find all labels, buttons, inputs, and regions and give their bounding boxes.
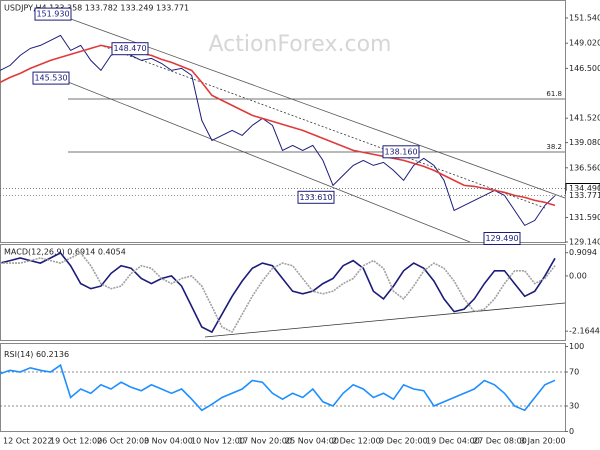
annotation-label: 129.490 xyxy=(485,234,518,243)
macd-panel xyxy=(0,244,566,341)
x-tick-label: 17 Nov 20:00 xyxy=(238,437,292,446)
annotation-label: 148.470 xyxy=(113,44,146,53)
y-tick-label: 0.9094 xyxy=(569,248,597,257)
y-tick-label: 70 xyxy=(569,368,579,377)
channel-middle xyxy=(99,44,546,209)
y-tick-label: 141.520 xyxy=(569,114,600,123)
x-tick-label: 25 Nov 04:00 xyxy=(285,437,339,446)
price-label: 134.490 xyxy=(569,184,600,193)
price-panel xyxy=(0,0,566,243)
price-label: 133.771 xyxy=(569,191,600,200)
y-tick-label: -2.1644 xyxy=(569,327,600,336)
channel-lower xyxy=(67,81,471,243)
fib-label: 38.2 xyxy=(546,143,562,151)
y-tick-label: 136.560 xyxy=(569,163,600,172)
y-tick-label: 0.00 xyxy=(569,271,587,280)
x-tick-label: 3 Jan 20:00 xyxy=(520,437,566,446)
y-tick-label: 149.020 xyxy=(569,39,600,48)
x-tick-label: 3 Nov 04:00 xyxy=(144,437,193,446)
channel-upper xyxy=(67,17,566,199)
price-box xyxy=(566,190,600,201)
y-tick-label: 146.500 xyxy=(569,64,600,73)
x-tick-label: 2 Dec 12:00 xyxy=(332,437,381,446)
annotation-box xyxy=(382,145,420,159)
series-line xyxy=(0,44,556,207)
x-tick-label: 9 Dec 20:00 xyxy=(379,437,428,446)
x-tick-label: 10 Nov 12:00 xyxy=(191,437,245,446)
x-tick-label: 27 Dec 08:00 xyxy=(473,437,527,446)
annotation-label: 145.530 xyxy=(34,74,67,83)
x-tick-label: 26 Oct 20:00 xyxy=(97,437,149,446)
annotation-box xyxy=(483,232,521,245)
panel-title: MACD(12,26,9) 0.6914 0.4054 xyxy=(4,248,126,257)
y-tick-label: 151.540 xyxy=(569,14,600,23)
series-line xyxy=(0,251,556,334)
annotation-label: 133.610 xyxy=(299,193,332,202)
watermark: ActionForex.com xyxy=(209,32,392,57)
y-tick-label: 131.590 xyxy=(569,213,600,222)
annotation-label: 151.930 xyxy=(36,10,69,19)
annotation-label: 138.160 xyxy=(384,147,417,156)
annotation-box xyxy=(297,190,335,204)
x-tick-label: 19 Dec 04:00 xyxy=(426,437,480,446)
y-tick-label: 100 xyxy=(569,342,584,351)
y-tick-label: 139.080 xyxy=(569,138,600,147)
x-tick-label: 12 Oct 2022 xyxy=(3,437,52,446)
panel-title: USDJPY,H4 133.358 133.782 133.249 133.77… xyxy=(4,4,189,13)
y-tick-label: 30 xyxy=(569,402,579,411)
y-tick-label: 0 xyxy=(569,427,574,436)
panel-title: RSI(14) 60.2136 xyxy=(4,350,69,359)
rsi-panel xyxy=(0,343,566,432)
fib-label: 61.8 xyxy=(546,90,562,98)
series-line xyxy=(0,251,556,334)
macd-trendline xyxy=(204,302,566,338)
annotation-box xyxy=(111,42,149,56)
y-tick-label: 129.140 xyxy=(569,238,600,247)
annotation-box xyxy=(32,71,70,85)
series-line xyxy=(0,363,556,412)
x-tick-label: 19 Oct 12:00 xyxy=(50,437,102,446)
annotation-box xyxy=(34,7,72,21)
series-line xyxy=(0,34,556,227)
